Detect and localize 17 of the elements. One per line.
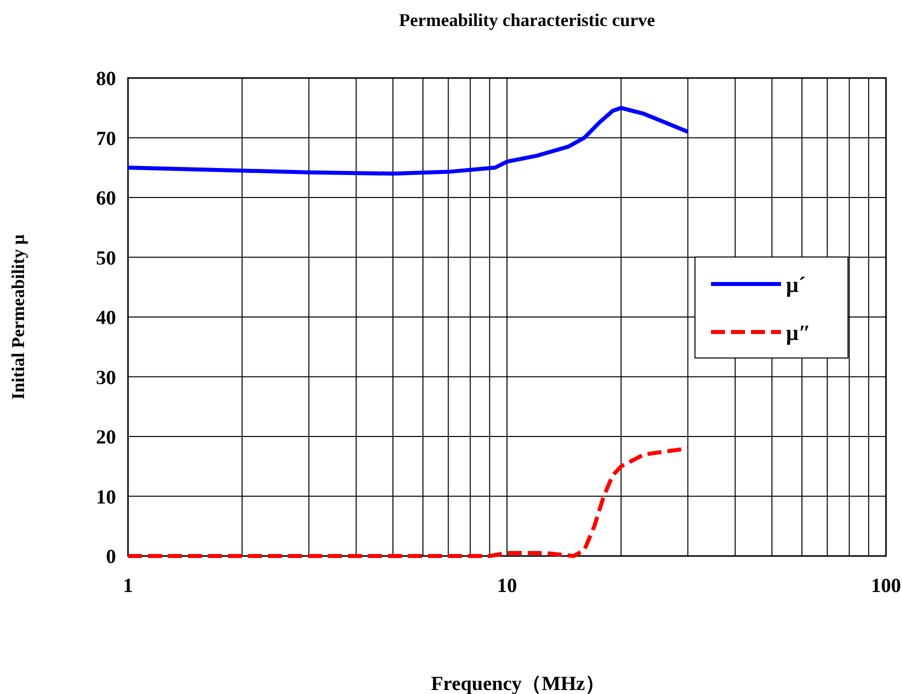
y-tick-label: 60 bbox=[96, 188, 116, 210]
x-tick-label: 100 bbox=[871, 575, 901, 597]
y-tick-label: 30 bbox=[96, 366, 116, 389]
y-tick-label: 0 bbox=[106, 546, 116, 568]
x-tick-label: 10 bbox=[497, 575, 517, 597]
legend-label: μ´ bbox=[786, 272, 806, 297]
y-tick-label: 80 bbox=[96, 68, 116, 90]
y-tick-label: 20 bbox=[96, 426, 116, 448]
y-tick-label: 10 bbox=[96, 486, 116, 508]
y-tick-label: 70 bbox=[96, 128, 116, 150]
chart-title: Permeability characteristic curve bbox=[399, 10, 655, 30]
y-tick-label: 40 bbox=[96, 307, 116, 329]
y-tick-label: 50 bbox=[96, 247, 116, 270]
x-tick-label: 1 bbox=[123, 575, 133, 597]
x-axis-title: Frequency（MHz） bbox=[430, 673, 606, 694]
y-axis-title: Initial Permeability μ bbox=[8, 234, 28, 400]
legend-label: μ″ bbox=[786, 320, 811, 345]
